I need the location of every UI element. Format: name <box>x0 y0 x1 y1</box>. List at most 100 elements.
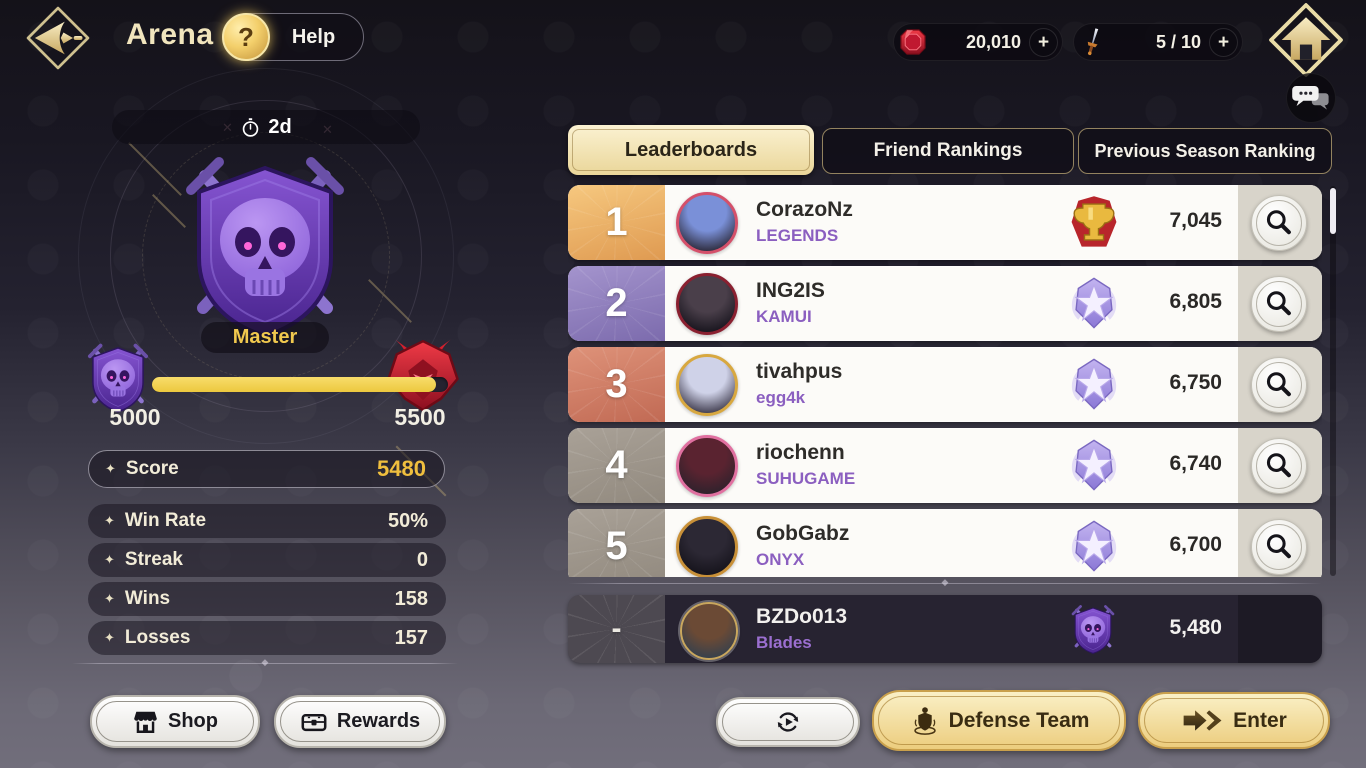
sparkle-icon: ✦ <box>104 591 115 606</box>
magnifier-icon <box>1262 287 1296 321</box>
avatar <box>676 273 738 335</box>
defense-team-label: Defense Team <box>948 708 1090 732</box>
stat-label: Losses <box>124 627 191 648</box>
tickets-currency-pill: 5 / 10 + <box>1073 23 1243 61</box>
rank-badge: 1 <box>568 185 665 260</box>
stat-row: ✦ Streak 0 <box>88 543 446 577</box>
enter-label: Enter <box>1233 708 1287 732</box>
guild-name: KAMUI <box>756 307 812 326</box>
points-value: 6,700 <box>1169 533 1222 556</box>
points-value: 6,740 <box>1169 452 1222 475</box>
rank-tier-icon <box>1066 356 1122 412</box>
rank-range-min: 5000 <box>109 404 161 430</box>
stat-label: Win Rate <box>124 510 207 531</box>
stopwatch-icon <box>240 117 261 138</box>
rank-tier-icon <box>1066 601 1122 657</box>
stat-value: 50% <box>387 509 428 532</box>
rank-tier-icon <box>1066 194 1122 250</box>
player-name: CorazoNz <box>756 198 853 221</box>
gem-icon <box>898 27 928 57</box>
tickets-amount: 5 / 10 <box>1155 31 1201 52</box>
tab-previous-season-ranking[interactable]: Previous Season Ranking <box>1078 128 1332 174</box>
defense-team-icon <box>909 705 941 737</box>
points-value: 6,805 <box>1169 290 1222 313</box>
leaderboard-row[interactable]: 1 CorazoNz LEGENDS 7,045 <box>568 185 1322 260</box>
player-name: tivahpus <box>756 360 843 383</box>
stat-value: 0 <box>416 548 428 571</box>
rank-badge: 2 <box>568 266 665 341</box>
avatar <box>680 602 738 660</box>
sparkle-icon: ✦ <box>104 552 115 567</box>
rewards-button[interactable]: Rewards <box>274 695 446 748</box>
leaderboard-row[interactable]: 4 riochenn SUHUGAME 6,740 <box>568 428 1322 503</box>
home-button[interactable] <box>1268 2 1344 78</box>
gems-amount: 20,010 <box>965 31 1021 52</box>
stat-value: 158 <box>394 587 428 610</box>
row-tail <box>1238 595 1322 663</box>
scrollbar-thumb[interactable] <box>1330 188 1336 234</box>
dagger-icon <box>1078 27 1108 57</box>
rank-progress-bar <box>152 377 448 392</box>
add-gems-button[interactable]: + <box>1029 27 1058 57</box>
enter-arrows-icon <box>1181 707 1225 734</box>
back-icon <box>24 4 92 72</box>
sparkle-icon: ✦ <box>104 513 115 528</box>
enter-button[interactable]: Enter <box>1138 692 1330 749</box>
rank-tier-icon <box>1066 437 1122 493</box>
sparkle-icon: ✦ <box>104 630 115 645</box>
gems-currency-pill: 20,010 + <box>893 23 1063 61</box>
add-tickets-button[interactable]: + <box>1209 27 1238 57</box>
tab-friend-rankings[interactable]: Friend Rankings <box>822 128 1074 174</box>
magnifier-icon <box>1262 530 1296 564</box>
player-name: GobGabz <box>756 522 850 545</box>
leaderboard-row[interactable]: 3 tivahpus egg4k 6,750 <box>568 347 1322 422</box>
defense-team-button[interactable]: Defense Team <box>872 690 1126 751</box>
inspect-button[interactable] <box>1251 438 1307 494</box>
inspect-button[interactable] <box>1251 195 1307 251</box>
stat-row: ✦ Win Rate 50% <box>88 504 446 538</box>
skull-shield-icon <box>152 142 378 342</box>
guild-name: SUHUGAME <box>756 469 856 488</box>
inspect-button[interactable] <box>1251 519 1307 575</box>
battle-log-button[interactable] <box>716 697 860 747</box>
rank-name: Master <box>201 322 329 353</box>
points-value: 6,750 <box>1169 371 1222 394</box>
rank-tier-icon <box>1066 518 1122 574</box>
rank-number: 4 <box>605 443 628 487</box>
rank-range-max: 5500 <box>394 404 446 430</box>
avatar <box>676 435 738 497</box>
points-value: 7,045 <box>1169 209 1222 232</box>
player-name: riochenn <box>756 441 845 464</box>
leaderboard-row[interactable]: 2 ING2IS KAMUI 6,805 <box>568 266 1322 341</box>
current-tier-badge <box>80 338 156 414</box>
player-points: 5,480 <box>1169 616 1222 639</box>
chest-icon <box>300 708 328 736</box>
guild-name: LEGENDS <box>756 226 839 245</box>
tab-leaderboards[interactable]: Leaderboards <box>568 125 814 175</box>
shop-label: Shop <box>168 710 218 732</box>
inspect-button[interactable] <box>1251 357 1307 413</box>
guild-name: ONYX <box>756 550 805 569</box>
stat-label: Streak <box>124 549 184 570</box>
rank-number: 1 <box>605 200 628 244</box>
magnifier-icon <box>1262 206 1296 240</box>
leaderboard-row[interactable]: 5 GobGabz ONYX 6,700 <box>568 509 1322 577</box>
season-timer-value: 2d <box>268 115 292 138</box>
inspect-button[interactable] <box>1251 276 1307 332</box>
chat-icon <box>1291 78 1331 118</box>
player-name: ING2IS <box>756 279 825 302</box>
guild-name: egg4k <box>756 388 806 407</box>
chat-button[interactable] <box>1286 73 1336 123</box>
shop-button[interactable]: Shop <box>90 695 260 748</box>
back-button[interactable] <box>24 4 92 72</box>
help-button[interactable]: ? Help <box>222 13 364 61</box>
rank-number: 5 <box>605 524 628 568</box>
season-timer: 2d <box>112 110 420 144</box>
home-icon <box>1268 2 1344 78</box>
divider <box>568 583 1322 584</box>
score-row: ✦ Score 5480 <box>88 450 445 488</box>
rank-badge: 4 <box>568 428 665 503</box>
magnifier-icon <box>1262 368 1296 402</box>
scrollbar-track[interactable] <box>1330 186 1336 576</box>
